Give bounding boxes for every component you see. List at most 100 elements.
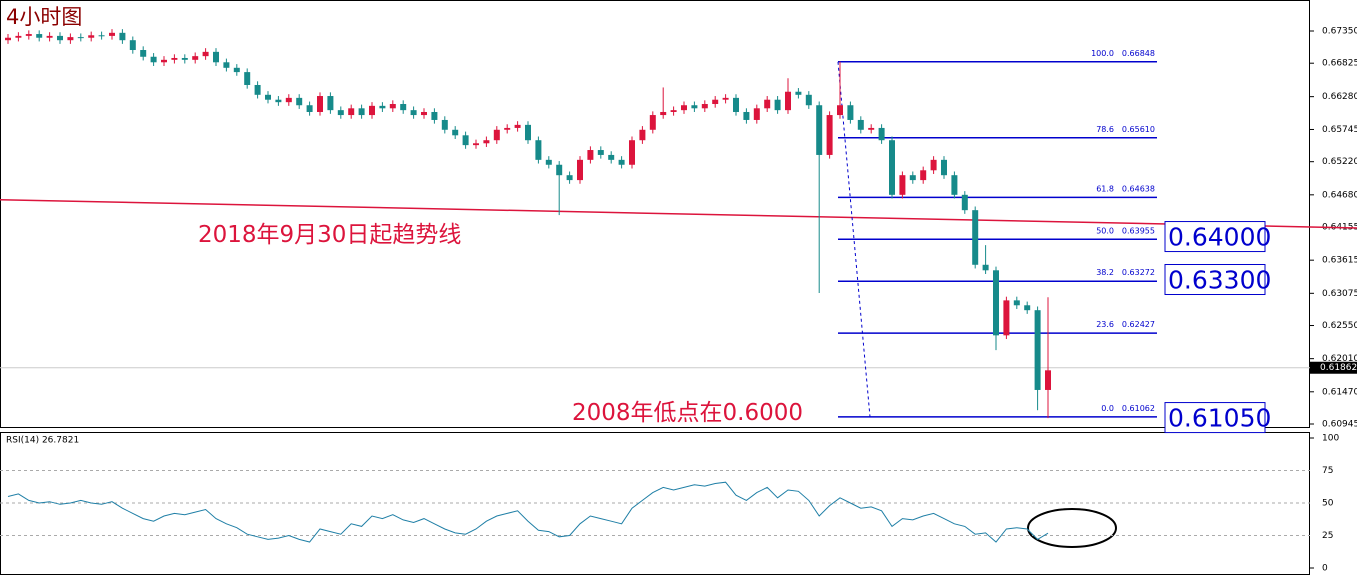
candle-body xyxy=(514,124,521,128)
candle-body xyxy=(233,67,240,73)
candle-body xyxy=(15,35,22,38)
candle-body xyxy=(462,135,469,146)
y-tick-label: 0.65220 xyxy=(1322,157,1357,167)
candle-body xyxy=(909,175,916,181)
trendline-annotation: 2018年9月30日起趋势线 xyxy=(198,222,461,248)
rsi-tick-label: 50 xyxy=(1322,499,1334,509)
y-tick-label: 0.63615 xyxy=(1322,256,1357,266)
candle-body xyxy=(431,111,438,120)
rsi-tick-label: 100 xyxy=(1322,434,1339,444)
candle-body xyxy=(140,50,147,57)
last-price-label: 0.61862 xyxy=(1320,363,1357,373)
candle-body xyxy=(348,108,355,116)
candle-body xyxy=(587,150,594,160)
candle-body xyxy=(878,127,885,141)
candle-body xyxy=(223,62,230,68)
price-box-label: 0.64000 xyxy=(1168,223,1271,252)
highlight-ellipse xyxy=(1027,508,1117,548)
candle-body xyxy=(202,51,209,57)
candle-body xyxy=(785,91,791,111)
candle-body xyxy=(36,34,43,38)
candle-body xyxy=(88,35,95,38)
fib-level-name: 23.6 xyxy=(1096,320,1114,329)
candle-body xyxy=(337,110,344,116)
candle-body xyxy=(681,105,687,111)
candle-body xyxy=(358,108,365,116)
candle-body xyxy=(67,37,74,41)
candle-body xyxy=(369,105,375,116)
fib-level-name: 100.0 xyxy=(1091,49,1114,58)
candle-body xyxy=(493,129,500,141)
rsi-tick-label: 75 xyxy=(1322,466,1333,476)
candle-body xyxy=(1013,300,1020,306)
y-tick-label: 0.66825 xyxy=(1322,59,1357,69)
price-panel xyxy=(0,0,1310,428)
candle-body xyxy=(535,140,542,160)
candle-body xyxy=(275,99,282,103)
candle-body xyxy=(98,35,105,37)
rsi-line xyxy=(7,481,1049,543)
candle-body xyxy=(327,96,334,111)
fib-level-name: 61.8 xyxy=(1096,184,1114,193)
candle-body xyxy=(826,115,833,155)
candle-body xyxy=(150,56,157,63)
candle-body xyxy=(1034,310,1041,390)
candle-body xyxy=(5,37,11,41)
candle-body xyxy=(452,129,459,136)
candle-body xyxy=(109,32,115,36)
y-tick-label: 0.66280 xyxy=(1322,92,1357,102)
y-tick-label: 0.63075 xyxy=(1322,289,1357,299)
y-tick-label: 0.61470 xyxy=(1322,387,1357,397)
candle-body xyxy=(753,108,760,120)
candle-body xyxy=(545,159,552,165)
candle-body xyxy=(296,97,303,106)
fib-level-price: 0.64638 xyxy=(1122,184,1155,193)
rsi-tick-label: 0 xyxy=(1322,564,1328,574)
candle-body xyxy=(670,110,677,112)
candle-body xyxy=(660,111,667,116)
candle-body xyxy=(504,127,511,130)
candle-body xyxy=(805,94,812,106)
candle-body xyxy=(889,140,895,195)
candle-body xyxy=(837,105,843,116)
candle-body xyxy=(722,97,729,100)
candle-body xyxy=(608,154,615,160)
candle-body xyxy=(951,175,958,195)
price-box xyxy=(1164,264,1266,296)
candle-body xyxy=(1024,305,1031,311)
candle-body xyxy=(161,59,167,63)
candle-body xyxy=(649,115,656,130)
price-box xyxy=(1164,402,1266,434)
fib-level-name: 0.0 xyxy=(1101,404,1114,413)
candle-body xyxy=(244,72,251,85)
low-annotation: 2008年低点在0.6000 xyxy=(572,400,803,426)
price-box-label: 0.63300 xyxy=(1168,266,1271,295)
candle-body xyxy=(77,37,84,39)
candle-body xyxy=(400,104,407,111)
fib-level-name: 50.0 xyxy=(1096,226,1114,235)
candle-body xyxy=(46,35,53,38)
candle-body xyxy=(639,129,646,141)
candle-body xyxy=(379,105,386,109)
candle-body xyxy=(1045,370,1051,390)
fib-level-price: 0.62427 xyxy=(1122,320,1155,329)
fib-level-price: 0.66848 xyxy=(1122,49,1155,58)
candle-body xyxy=(597,150,604,155)
candle-body xyxy=(181,57,188,60)
candle-body xyxy=(306,105,313,112)
candle-body xyxy=(899,175,906,195)
fib-level-name: 38.2 xyxy=(1096,268,1114,277)
candle-body xyxy=(629,140,635,165)
candle-body xyxy=(566,175,573,181)
candle-body xyxy=(171,57,178,60)
candle-body xyxy=(816,105,823,155)
y-tick-label: 0.60945 xyxy=(1322,420,1357,430)
candle-body xyxy=(119,32,126,41)
candle-body xyxy=(265,94,271,100)
candle-body xyxy=(441,119,448,130)
y-tick-label: 0.65745 xyxy=(1322,125,1357,135)
candle-body xyxy=(1003,300,1010,336)
candle-body xyxy=(920,170,927,181)
candle-body xyxy=(57,35,63,41)
